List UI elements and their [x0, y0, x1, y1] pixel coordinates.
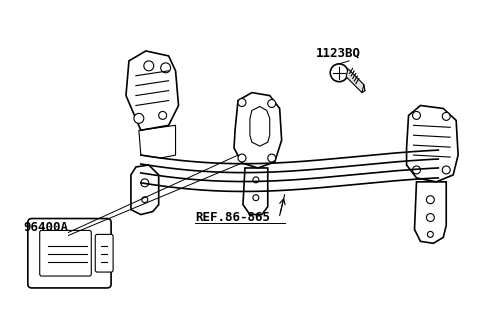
Circle shape — [144, 61, 154, 71]
Circle shape — [426, 196, 434, 204]
Circle shape — [159, 112, 167, 119]
FancyBboxPatch shape — [28, 218, 111, 288]
Text: REF.86-865: REF.86-865 — [195, 211, 270, 224]
Polygon shape — [346, 69, 364, 93]
Circle shape — [442, 166, 450, 174]
Circle shape — [426, 214, 434, 221]
Circle shape — [134, 113, 144, 123]
Circle shape — [238, 154, 246, 162]
Text: 96400A: 96400A — [23, 221, 68, 234]
Circle shape — [238, 98, 246, 107]
Circle shape — [268, 154, 276, 162]
Text: 1123BQ: 1123BQ — [316, 46, 360, 60]
Circle shape — [142, 197, 148, 203]
Circle shape — [141, 179, 149, 187]
Circle shape — [442, 112, 450, 120]
Circle shape — [253, 177, 259, 183]
FancyBboxPatch shape — [95, 234, 113, 272]
FancyBboxPatch shape — [40, 231, 91, 276]
Circle shape — [268, 99, 276, 108]
Circle shape — [330, 64, 348, 82]
Circle shape — [161, 63, 170, 73]
Circle shape — [412, 166, 420, 174]
Circle shape — [253, 195, 259, 201]
Circle shape — [427, 232, 433, 237]
Circle shape — [412, 112, 420, 119]
